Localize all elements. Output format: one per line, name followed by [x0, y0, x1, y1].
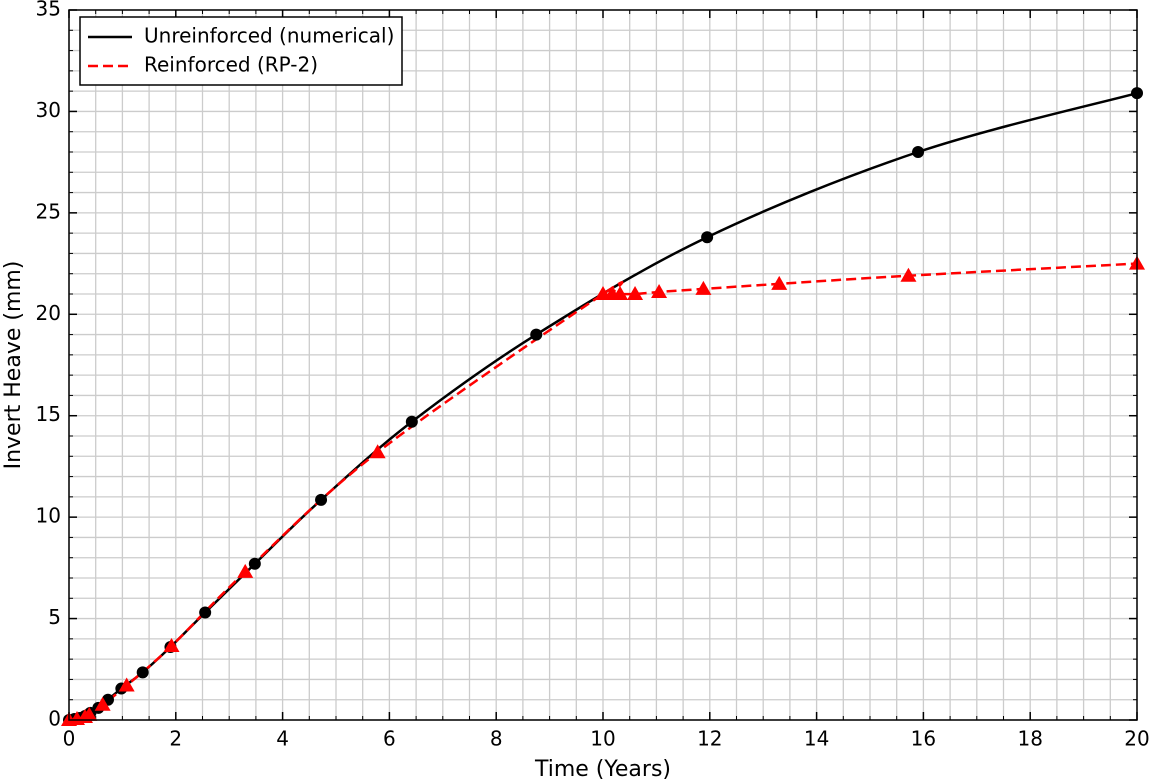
legend-box — [79, 16, 403, 86]
data-point — [163, 637, 180, 652]
data-point — [315, 493, 328, 506]
x-tick-label: 12 — [697, 727, 722, 751]
x-tick-label: 6 — [383, 727, 396, 751]
y-tick-label: 35 — [36, 0, 61, 21]
y-tick-label: 0 — [48, 707, 61, 731]
data-point — [136, 666, 149, 679]
data-point — [199, 606, 212, 619]
y-tick-label: 10 — [36, 504, 61, 528]
data-point — [369, 444, 386, 459]
data-point — [118, 677, 135, 692]
data-point — [237, 563, 254, 578]
data-point — [612, 286, 629, 300]
y-tick-label: 15 — [36, 402, 61, 426]
y-axis-label: Invert Heave (mm) — [1, 261, 26, 470]
x-tick-label: 18 — [1017, 727, 1042, 751]
x-tick-label: 0 — [63, 727, 76, 751]
x-tick-label: 2 — [169, 727, 182, 751]
data-point — [900, 267, 917, 282]
legend-label: Unreinforced (numerical) — [144, 24, 394, 48]
y-tick-label: 5 — [48, 605, 61, 629]
x-tick-label: 10 — [590, 727, 615, 751]
x-tick-label: 16 — [911, 727, 936, 751]
data-point — [94, 696, 111, 711]
data-point — [701, 231, 714, 244]
y-tick-label: 20 — [36, 301, 61, 325]
y-tick-label: 30 — [36, 98, 61, 122]
x-tick-label: 4 — [276, 727, 289, 751]
x-tick-label: 8 — [490, 727, 503, 751]
data-point — [530, 328, 543, 341]
data-point — [627, 286, 644, 300]
data-point — [405, 415, 418, 428]
data-point — [695, 280, 712, 295]
x-axis-label: Time (Years) — [534, 757, 671, 782]
data-point — [771, 275, 788, 290]
legend-label: Reinforced (RP-2) — [144, 53, 318, 77]
plot-frame — [68, 9, 1138, 721]
x-tick-label: 14 — [804, 727, 829, 751]
data-point — [651, 283, 668, 298]
data-point — [248, 557, 261, 570]
data-point — [81, 706, 98, 721]
x-tick-label: 20 — [1124, 727, 1149, 751]
data-point — [912, 146, 925, 158]
y-tick-label: 25 — [36, 199, 61, 223]
